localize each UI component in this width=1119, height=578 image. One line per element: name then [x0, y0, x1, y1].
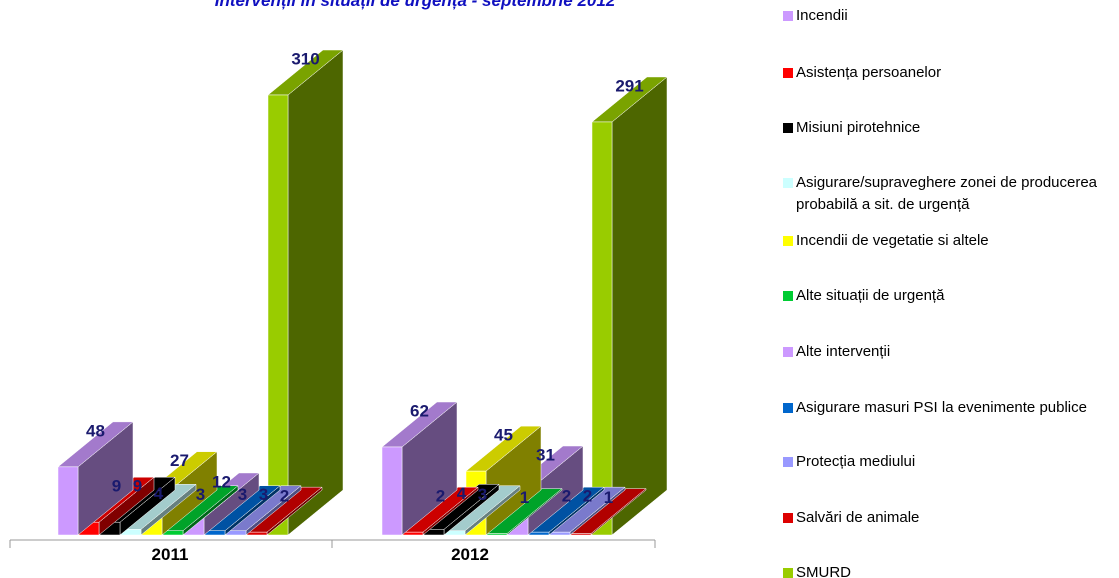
- legend-item: Incendii: [783, 5, 1119, 27]
- bar-front: [246, 531, 268, 536]
- legend-item: Incendii de vegetatie si altele: [783, 230, 1119, 252]
- value-label: 1: [520, 488, 529, 507]
- bar-side: [287, 49, 344, 536]
- value-label: 2: [280, 487, 289, 506]
- legend-label: Incendii: [796, 7, 848, 24]
- bar-front: [486, 533, 508, 536]
- legend-label: Asigurare/supraveghere zonei de producer…: [796, 174, 1098, 213]
- value-label: 48: [86, 421, 105, 440]
- value-label: 9: [112, 477, 121, 496]
- legend-swatch: [783, 178, 793, 188]
- plot: Intervenții în situații de urgență - sep…: [9, 0, 668, 564]
- legend-item: SMURD: [783, 562, 1119, 578]
- legend-label: Salvări de animale: [796, 509, 920, 526]
- legend-item: Misiuni pirotehnice: [783, 117, 1119, 139]
- legend-swatch: [783, 347, 793, 357]
- legend-label: Misiuni pirotehnice: [796, 119, 921, 136]
- legend-item: Alte intervenții: [783, 341, 1119, 363]
- legend-label: Alte intervenții: [796, 343, 891, 360]
- value-label: 3: [478, 485, 487, 504]
- bar: [591, 76, 668, 536]
- legend-swatch: [783, 403, 793, 413]
- legend-item: Asigurare masuri PSI la evenimente publi…: [783, 397, 1119, 419]
- bar-front: [528, 531, 550, 536]
- legend-swatch: [783, 457, 793, 467]
- value-label: 291: [615, 76, 643, 95]
- legend-swatch: [783, 291, 793, 301]
- bar-side: [611, 76, 668, 536]
- value-label: 3: [259, 485, 268, 504]
- value-label: 31: [536, 446, 555, 465]
- legend-label: Asistența persoanelor: [796, 64, 942, 81]
- legend-swatch: [783, 11, 793, 21]
- value-label: 3: [196, 485, 205, 504]
- legend-item: Alte situații de urgență: [783, 285, 1119, 307]
- value-label: 4: [457, 484, 467, 503]
- value-label: 2: [436, 487, 445, 506]
- bar-front: [57, 466, 79, 536]
- value-label: 9: [133, 477, 142, 496]
- bar-front: [267, 94, 289, 536]
- legend-label: Incendii de vegetatie si altele: [796, 232, 989, 249]
- legend-item: Salvări de animale: [783, 507, 1119, 529]
- value-label: 27: [170, 451, 189, 470]
- bar: [549, 486, 626, 536]
- value-label: 310: [291, 50, 319, 69]
- chart-title: Intervenții în situații de urgență - sep…: [215, 0, 616, 10]
- value-label: 1: [604, 488, 613, 507]
- legend-item: Asigurare/supraveghere zonei de producer…: [783, 172, 1119, 216]
- bar: [57, 421, 134, 536]
- legend-item: Asistența persoanelor: [783, 62, 1119, 84]
- bar: [246, 486, 323, 536]
- legend-label: SMURD: [796, 564, 851, 578]
- bar-front: [549, 531, 571, 536]
- value-label: 2: [562, 487, 571, 506]
- bar: [267, 49, 344, 536]
- bar: [444, 485, 521, 536]
- bar: [381, 401, 458, 536]
- legend-item: Protecția mediului: [783, 451, 1119, 473]
- legend-label: Protecția mediului: [796, 453, 916, 470]
- x-tick-label: 2011: [152, 545, 189, 564]
- legend-swatch: [783, 68, 793, 78]
- legend-swatch: [783, 513, 793, 523]
- legend-swatch: [783, 123, 793, 133]
- legend-swatch: [783, 236, 793, 246]
- value-label: 4: [154, 484, 164, 503]
- value-label: 62: [410, 402, 429, 421]
- legend-label: Asigurare masuri PSI la evenimente publi…: [796, 399, 1087, 416]
- bar-front: [570, 533, 592, 536]
- bar-front: [591, 121, 613, 536]
- value-label: 2: [583, 487, 592, 506]
- value-label: 12: [212, 472, 231, 491]
- bar: [528, 486, 605, 536]
- value-label: 3: [238, 485, 247, 504]
- bar-front: [381, 446, 403, 536]
- bar-front: [402, 531, 424, 536]
- legend-swatch: [783, 568, 793, 578]
- legend-label: Alte situații de urgență: [796, 287, 945, 304]
- value-label: 45: [494, 426, 513, 445]
- x-tick-label: 2012: [451, 545, 489, 564]
